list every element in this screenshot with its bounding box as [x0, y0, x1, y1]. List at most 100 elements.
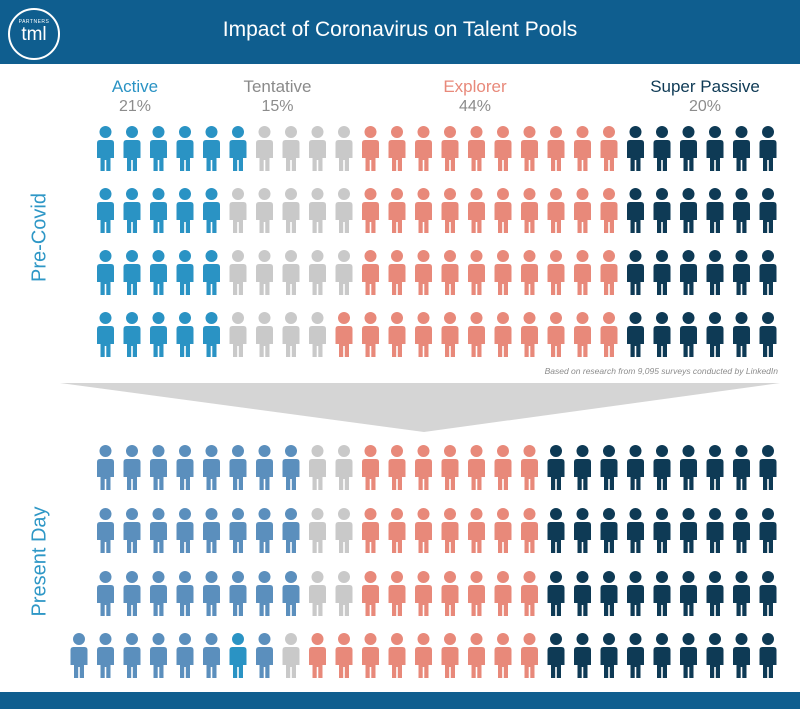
person-present-explorer: [468, 508, 485, 553]
person-pre-tentative: [256, 126, 273, 171]
person-pre-explorer: [600, 188, 618, 233]
person-present-super-passive: [706, 633, 724, 678]
person-present-super-passive: [706, 508, 724, 553]
person-present-active: [123, 571, 141, 616]
person-present-explorer: [494, 571, 512, 616]
person-pre-active: [176, 188, 194, 233]
person-pre-active: [176, 126, 194, 171]
person-pre-active: [229, 126, 247, 171]
person-pre-active: [97, 126, 114, 171]
person-present-active: [176, 633, 194, 678]
person-present-explorer: [521, 445, 538, 490]
person-present-super-passive: [680, 633, 697, 678]
person-present-super-passive: [627, 445, 644, 490]
person-pre-tentative: [282, 312, 300, 357]
person-present-super-passive: [733, 633, 750, 678]
person-present-super-passive: [733, 445, 750, 490]
person-pre-active: [150, 312, 167, 357]
person-present-active: [97, 571, 114, 616]
person-present-super-passive: [759, 445, 777, 490]
person-pre-explorer: [600, 126, 618, 171]
person-pre-explorer: [335, 312, 353, 357]
person-present-explorer: [362, 508, 379, 553]
person-present-active: [256, 508, 273, 553]
person-pre-super-passive: [680, 126, 697, 171]
person-pre-super-passive: [759, 188, 777, 233]
person-present-explorer: [441, 508, 459, 553]
category-tentative-percent: 15%: [261, 98, 294, 115]
person-pre-super-passive: [733, 312, 750, 357]
person-pre-explorer: [574, 312, 591, 357]
person-present-tentative: [309, 445, 326, 490]
person-present-active: [176, 445, 194, 490]
person-present-super-passive: [653, 633, 671, 678]
person-pre-explorer: [521, 188, 538, 233]
person-pre-tentative: [335, 250, 353, 295]
person-present-explorer: [388, 633, 406, 678]
person-pre-explorer: [494, 126, 512, 171]
person-present-active: [150, 445, 167, 490]
category-active: Active 21%: [80, 77, 190, 116]
person-present-super-passive: [733, 508, 750, 553]
person-present-explorer: [415, 571, 432, 616]
person-present-active: [97, 445, 114, 490]
person-pre-explorer: [388, 188, 406, 233]
person-pre-active: [176, 312, 194, 357]
person-pre-tentative: [282, 188, 300, 233]
logo-main-text: tml: [21, 24, 47, 45]
person-pre-super-passive: [627, 188, 644, 233]
person-pre-explorer: [362, 312, 379, 357]
person-present-explorer: [362, 633, 379, 678]
person-pre-explorer: [574, 250, 591, 295]
category-active-name: Active: [111, 77, 159, 96]
person-pre-explorer: [547, 250, 565, 295]
person-pre-explorer: [468, 188, 485, 233]
person-present-super-passive: [600, 633, 618, 678]
person-present-explorer: [521, 508, 538, 553]
person-present-explorer: [362, 571, 379, 616]
person-present-explorer: [335, 633, 353, 678]
person-pre-explorer: [574, 188, 591, 233]
person-pre-super-passive: [653, 250, 671, 295]
person-present-tentative: [282, 633, 300, 678]
person-present-super-passive: [680, 508, 697, 553]
person-pre-active: [97, 250, 114, 295]
person-present-active: [282, 571, 300, 616]
person-pre-explorer: [362, 250, 379, 295]
person-pre-active: [203, 250, 220, 295]
person-pre-tentative: [229, 250, 247, 295]
person-present-explorer: [362, 445, 379, 490]
person-pre-explorer: [468, 312, 485, 357]
person-present-active: [97, 633, 114, 678]
person-pre-explorer: [388, 250, 406, 295]
person-pre-tentative: [335, 126, 353, 171]
person-pre-active: [123, 126, 141, 171]
person-present-active: [123, 445, 141, 490]
person-pre-super-passive: [733, 126, 750, 171]
person-present-super-passive: [627, 633, 644, 678]
person-pre-super-passive: [759, 250, 777, 295]
person-pre-explorer: [468, 250, 485, 295]
person-present-super-passive: [574, 633, 591, 678]
source-note: Based on research from 9,095 surveys con…: [544, 366, 778, 376]
person-pre-tentative: [256, 250, 273, 295]
person-present-active: [229, 508, 247, 553]
person-present-active: [282, 445, 300, 490]
person-present-explorer: [494, 633, 512, 678]
person-pre-explorer: [494, 250, 512, 295]
person-pre-super-passive: [627, 126, 644, 171]
person-present-super-passive: [759, 508, 777, 553]
category-super-passive-name: Super Passive: [650, 77, 760, 96]
person-present-explorer: [468, 445, 485, 490]
person-present-super-passive: [600, 445, 618, 490]
person-present-super-passive: [547, 508, 565, 553]
category-super-passive-percent: 20%: [688, 98, 722, 115]
person-present-super-passive: [653, 571, 671, 616]
person-present-active: [150, 571, 167, 616]
person-present-super-passive: [680, 571, 697, 616]
person-present-super-passive: [706, 445, 724, 490]
person-pre-explorer: [415, 188, 432, 233]
person-pre-super-passive: [627, 250, 644, 295]
person-pre-super-passive: [759, 312, 777, 357]
person-pre-super-passive: [680, 250, 697, 295]
